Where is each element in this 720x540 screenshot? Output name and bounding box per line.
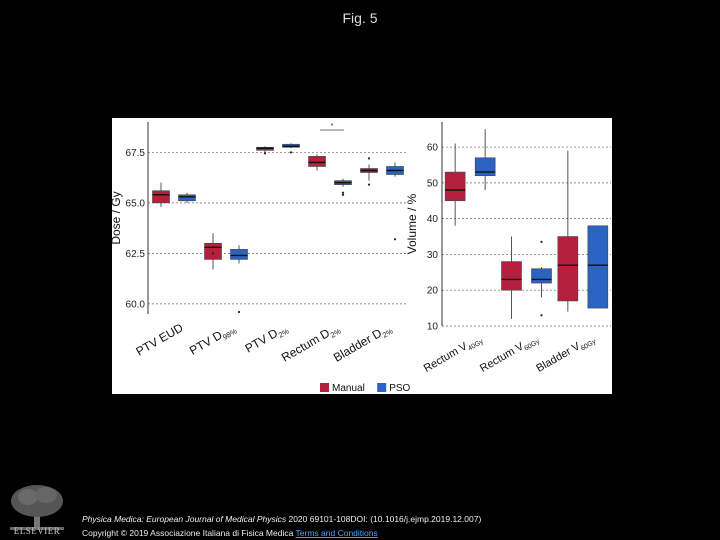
citation-footer: Physica Medica: European Journal of Medi… [82, 512, 481, 540]
x-tick-label: Bladder D2% [331, 320, 395, 366]
elsevier-logo-text: ELSEVIER [13, 526, 61, 536]
y-axis-label: Volume / % [405, 193, 419, 254]
significance-marker: * [331, 123, 334, 130]
box-pso [587, 225, 609, 309]
y-tick-label: 65.0 [126, 198, 146, 209]
legend-label-pso: PSO [389, 383, 410, 394]
y-tick-label: 60.0 [126, 299, 146, 310]
box-pso [178, 194, 196, 202]
outlier-point [237, 310, 241, 314]
legend-swatch-manual [320, 383, 329, 392]
box-manual [204, 242, 222, 260]
y-tick-label: 62.5 [126, 249, 146, 260]
outlier-point [393, 238, 397, 241]
elsevier-tree-logo [10, 485, 64, 530]
legend: Manual PSO [320, 383, 411, 394]
outlier-point [211, 252, 215, 255]
legend-swatch-pso [377, 383, 387, 392]
box-manual [557, 236, 579, 302]
y-tick-label: 50 [427, 178, 439, 189]
y-tick-label: 30 [427, 250, 439, 261]
y-tick-label: 40 [427, 214, 439, 225]
box-manual [444, 171, 466, 202]
terms-link[interactable]: Terms and Conditions [295, 528, 378, 538]
journal-name: Physica Medica: European Journal of Medi… [82, 514, 287, 524]
y-tick-label: 67.5 [126, 148, 146, 159]
outlier-point [540, 240, 543, 243]
legend-label-manual: Manual [332, 383, 365, 394]
box-pso [531, 268, 552, 284]
outlier-point [341, 191, 345, 194]
copyright-line: Copyright © 2019 Associazione Italiana d… [82, 526, 481, 540]
copyright-text: Copyright © 2019 Associazione Italiana d… [82, 528, 294, 538]
outlier-point [367, 183, 371, 186]
box-pso [230, 249, 248, 260]
citation-details: 2020 69101-108DOI: (10.1016/j.ejmp.2019.… [286, 514, 482, 524]
y-tick-label: 20 [427, 286, 439, 297]
x-tick-label: Rectum V40Gy [422, 332, 485, 377]
x-tick-label: Rectum D2% [279, 320, 343, 366]
outlier-point [540, 314, 543, 317]
y-tick-label: 10 [427, 322, 439, 333]
citation-line: Physica Medica: European Journal of Medi… [82, 512, 481, 526]
outlier-point [289, 151, 293, 154]
figure-title: Fig. 5 [342, 10, 378, 26]
x-tick-label: PTV EUD [133, 320, 185, 358]
outlier-point [367, 157, 371, 160]
box-manual [308, 156, 326, 167]
outlier-point [341, 193, 345, 196]
box-pso [474, 157, 496, 176]
y-tick-label: 60 [427, 143, 439, 154]
x-tick-label: PTV D98% [187, 320, 239, 359]
outlier-point [263, 152, 267, 155]
x-tick-label: Rectum V60Gy [478, 332, 541, 377]
x-tick-label: Bladder V60Gy [534, 332, 597, 377]
volume-box-plot: 10 20 30 40 50 60 Volume / % Rectum V40GyRectum… [405, 122, 611, 377]
y-axis-label: Dose / Gy [112, 191, 123, 244]
box-manual [152, 190, 170, 204]
box-manual [501, 261, 522, 291]
